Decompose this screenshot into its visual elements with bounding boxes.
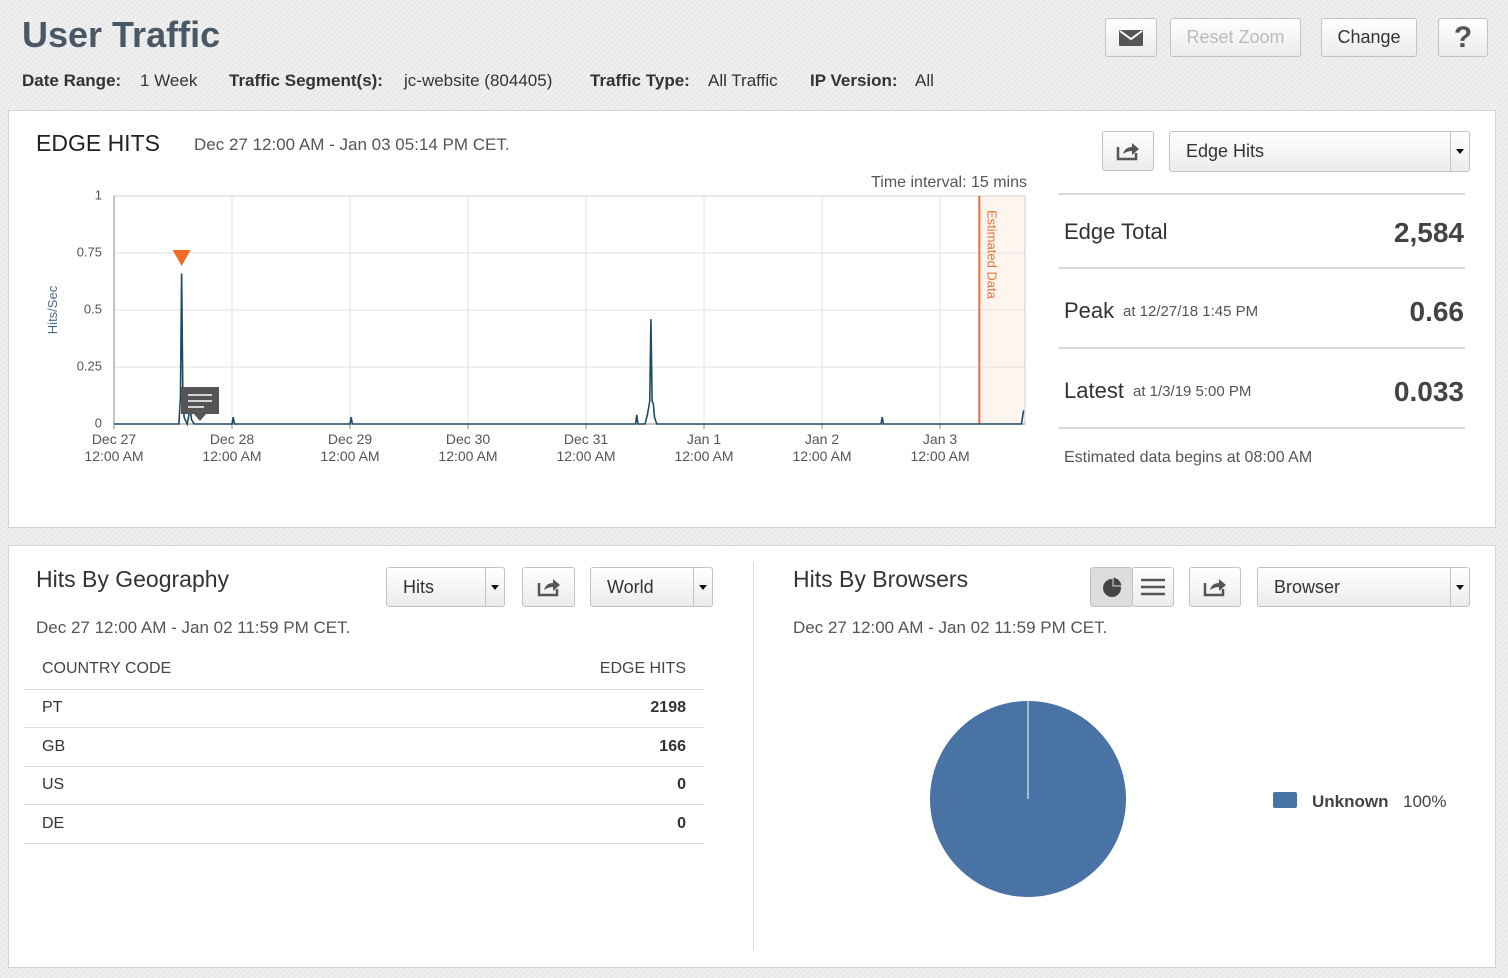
panel-title: Hits By Browsers xyxy=(793,566,969,592)
vertical-divider xyxy=(753,562,754,950)
filter-value: 1 Week xyxy=(140,71,198,90)
select-text: Browser xyxy=(1274,576,1341,597)
divider xyxy=(1058,267,1465,269)
stat-label: Latest xyxy=(1064,378,1124,403)
metric-select[interactable]: Hits xyxy=(386,567,505,607)
filter-value: All Traffic xyxy=(708,71,778,90)
browser-select[interactable]: Browser xyxy=(1257,567,1470,607)
change-button[interactable]: Change xyxy=(1321,18,1417,57)
date-range: Dec 27 12:00 AM - Jan 02 11:59 PM CET. xyxy=(36,618,351,637)
select-arrow xyxy=(1450,132,1469,171)
select-arrow xyxy=(1450,568,1469,606)
cell: GB xyxy=(42,738,66,755)
cell: DE xyxy=(42,815,65,832)
panel-title: Hits By Geography xyxy=(36,566,230,592)
row-divider xyxy=(24,843,704,844)
note: Estimated data begins at 08:00 AM xyxy=(1064,449,1313,466)
stat-value: 2,584 xyxy=(1393,217,1464,248)
filter-value: All xyxy=(915,71,934,90)
pie-view-button[interactable] xyxy=(1090,567,1133,607)
share-button[interactable] xyxy=(1189,567,1241,607)
filter-label: Date Range: xyxy=(22,71,122,90)
reset-zoom-button[interactable]: Reset Zoom xyxy=(1170,18,1301,57)
filter-value: jc-website (804405) xyxy=(404,71,553,90)
cell: 166 xyxy=(659,738,686,755)
list-view-button[interactable] xyxy=(1132,567,1174,607)
filter-label: Traffic Type: xyxy=(590,71,690,90)
metric-select[interactable]: Edge Hits xyxy=(1169,131,1470,172)
stat-label: Edge Total xyxy=(1064,219,1168,244)
region-select[interactable]: World xyxy=(590,567,713,607)
select-arrow xyxy=(485,568,504,606)
bottom-panel xyxy=(8,545,1496,968)
row-divider xyxy=(24,727,704,728)
page-title: User Traffic xyxy=(22,14,221,55)
select-text: World xyxy=(607,576,654,597)
divider xyxy=(1058,193,1465,195)
divider xyxy=(1058,347,1465,349)
cell: 0 xyxy=(677,776,686,793)
date-range: Dec 27 12:00 AM - Jan 03 05:14 PM CET. xyxy=(194,135,510,154)
share-icon xyxy=(1116,143,1139,161)
filter-label: IP Version: xyxy=(810,71,898,90)
select-text: Hits xyxy=(403,576,434,597)
cell: US xyxy=(42,776,65,793)
column-header: COUNTRY CODE xyxy=(42,660,172,677)
divider xyxy=(1058,427,1465,429)
help-button[interactable]: ? xyxy=(1438,18,1488,57)
filter-label: Traffic Segment(s): xyxy=(229,71,383,90)
row-divider xyxy=(24,689,704,690)
share-button[interactable] xyxy=(1102,131,1154,171)
select-arrow xyxy=(693,568,712,606)
select-text: Edge Hits xyxy=(1186,141,1265,161)
cell: PT xyxy=(42,699,63,716)
cell: 2198 xyxy=(650,699,686,716)
row-divider xyxy=(24,804,704,805)
stat-value: 0.66 xyxy=(1409,296,1465,327)
share-icon xyxy=(1203,579,1226,597)
list-icon xyxy=(1141,578,1165,596)
mail-icon xyxy=(1119,29,1143,46)
pie-icon xyxy=(1102,576,1123,597)
row-divider xyxy=(24,766,704,767)
stat-time: at 12/27/18 1:45 PM xyxy=(1123,303,1259,320)
stat-value: 0.033 xyxy=(1393,376,1464,407)
date-range: Dec 27 12:00 AM - Jan 02 11:59 PM CET. xyxy=(793,618,1108,637)
panel-title: EDGE HITS xyxy=(36,130,160,156)
column-header: EDGE HITS xyxy=(599,660,686,677)
email-button[interactable] xyxy=(1105,18,1157,57)
share-button[interactable] xyxy=(522,567,575,607)
stat-time: at 1/3/19 5:00 PM xyxy=(1133,383,1252,400)
share-icon xyxy=(537,579,560,597)
cell: 0 xyxy=(677,815,686,832)
stat-label: Peak xyxy=(1064,298,1115,323)
